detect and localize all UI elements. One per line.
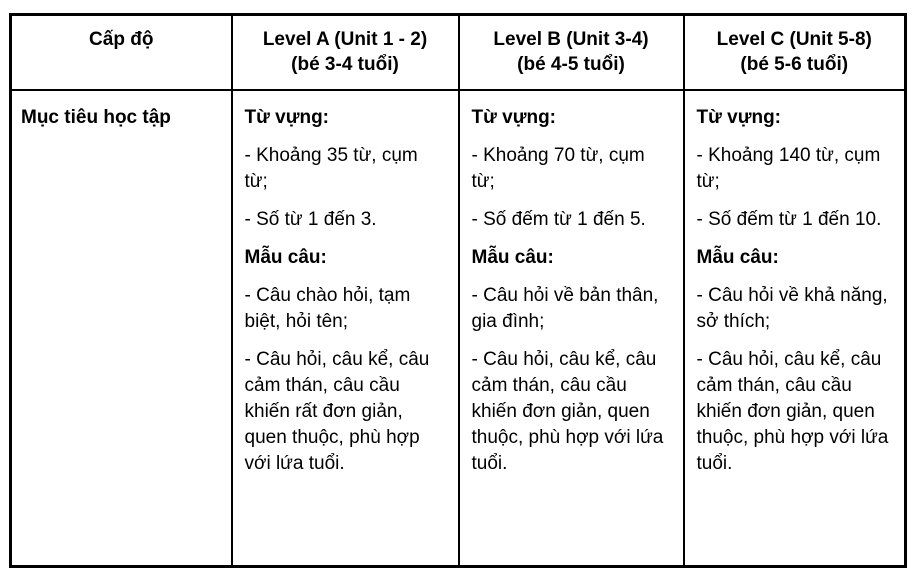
level-c-sentence-heading: Mẫu câu: bbox=[696, 246, 779, 268]
header-cell-level-a: Level A (Unit 1 - 2) (bé 3-4 tuổi) bbox=[230, 13, 460, 91]
level-b-subtitle: (bé 4-5 tuổi) bbox=[517, 54, 625, 75]
level-c-sentence-item-1: - Câu hỏi về khả năng, sở thích; bbox=[696, 284, 888, 332]
level-a-vocab-item-1: - Khoảng 35 từ, cụm từ; bbox=[244, 144, 418, 192]
level-b-sentence-heading: Mẫu câu: bbox=[471, 246, 554, 268]
table-body-row: Mục tiêu học tập Từ vựng: - Khoảng 35 từ… bbox=[9, 88, 907, 568]
level-c-title: Level C (Unit 5-8) bbox=[716, 29, 872, 50]
table-header-row: Cấp độ Level A (Unit 1 - 2) (bé 3-4 tuổi… bbox=[9, 13, 907, 91]
row-label-cell: Mục tiêu học tập bbox=[9, 88, 233, 568]
row-label-muc-tieu: Mục tiêu học tập bbox=[21, 106, 171, 128]
level-a-title: Level A (Unit 1 - 2) bbox=[262, 29, 428, 50]
header-cell-level-b: Level B (Unit 3-4) (bé 4-5 tuổi) bbox=[457, 13, 685, 91]
level-c-vocab-item-1: - Khoảng 140 từ, cụm từ; bbox=[696, 144, 881, 192]
curriculum-levels-table: Cấp độ Level A (Unit 1 - 2) (bé 3-4 tuổi… bbox=[9, 13, 907, 568]
level-b-sentence-item-1: - Câu hỏi về bản thân, gia đình; bbox=[471, 284, 659, 332]
header-cap-do-label: Cấp độ bbox=[89, 29, 154, 50]
header-cell-cap-do: Cấp độ bbox=[9, 13, 233, 91]
level-b-vocab-item-2: - Số đếm từ 1 đến 5. bbox=[471, 208, 646, 230]
level-c-subtitle: (bé 5-6 tuổi) bbox=[740, 54, 849, 75]
level-a-sentence-item-2: - Câu hỏi, câu kể, câu cảm thán, câu cầu… bbox=[244, 348, 430, 474]
level-a-sentence-item-1: - Câu chào hỏi, tạm biệt, hỏi tên; bbox=[244, 284, 411, 332]
level-a-vocab-item-2: - Số từ 1 đến 3. bbox=[244, 208, 377, 230]
level-c-vocab-heading: Từ vựng: bbox=[696, 106, 782, 128]
level-c-goals-cell: Từ vựng: - Khoảng 140 từ, cụm từ; - Số đ… bbox=[682, 88, 907, 568]
level-c-vocab-item-2: - Số đếm từ 1 đến 10. bbox=[696, 208, 882, 230]
level-b-sentence-item-2: - Câu hỏi, câu kể, câu cảm thán, câu cầu… bbox=[471, 348, 664, 474]
level-a-subtitle: (bé 3-4 tuổi) bbox=[291, 54, 399, 75]
level-a-vocab-heading: Từ vựng: bbox=[244, 106, 330, 128]
level-a-sentence-heading: Mẫu câu: bbox=[244, 246, 327, 268]
level-b-goals-cell: Từ vựng: - Khoảng 70 từ, cụm từ; - Số đế… bbox=[457, 88, 685, 568]
level-c-sentence-item-2: - Câu hỏi, câu kể, câu cảm thán, câu cầu… bbox=[696, 348, 889, 474]
level-a-goals-cell: Từ vựng: - Khoảng 35 từ, cụm từ; - Số từ… bbox=[230, 88, 460, 568]
level-b-title: Level B (Unit 3-4) bbox=[493, 29, 649, 50]
level-b-vocab-heading: Từ vựng: bbox=[471, 106, 557, 128]
header-cell-level-c: Level C (Unit 5-8) (bé 5-6 tuổi) bbox=[682, 13, 907, 91]
level-b-vocab-item-1: - Khoảng 70 từ, cụm từ; bbox=[471, 144, 645, 192]
